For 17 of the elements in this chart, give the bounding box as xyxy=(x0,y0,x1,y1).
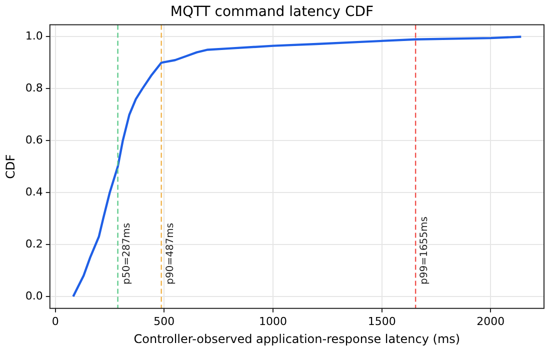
chart-title: MQTT command latency CDF xyxy=(170,4,374,20)
x-tick-label: 1500 xyxy=(368,314,396,328)
x-axis-title: Controller-observed application-response latency (ms) xyxy=(134,332,460,346)
y-tick-label: 0.8 xyxy=(25,82,43,95)
x-tick-label: 1000 xyxy=(259,314,288,328)
x-tick-label: 0 xyxy=(52,314,59,328)
y-tick-label: 0.2 xyxy=(25,237,43,250)
y-tick-label: 0.4 xyxy=(25,185,43,198)
ref-line-label: p90=487ms xyxy=(164,222,176,284)
ref-line-label: p99=1655ms xyxy=(419,216,430,284)
x-tick-label: 2000 xyxy=(476,314,505,328)
ref-line-label: p50=287ms xyxy=(121,222,132,284)
y-tick-label: 1.0 xyxy=(25,30,43,43)
y-axis-title: CDF xyxy=(3,154,18,179)
x-tick-label: 500 xyxy=(154,314,175,328)
y-tick-label: 0.0 xyxy=(25,289,43,302)
y-tick-label: 0.6 xyxy=(25,133,43,146)
